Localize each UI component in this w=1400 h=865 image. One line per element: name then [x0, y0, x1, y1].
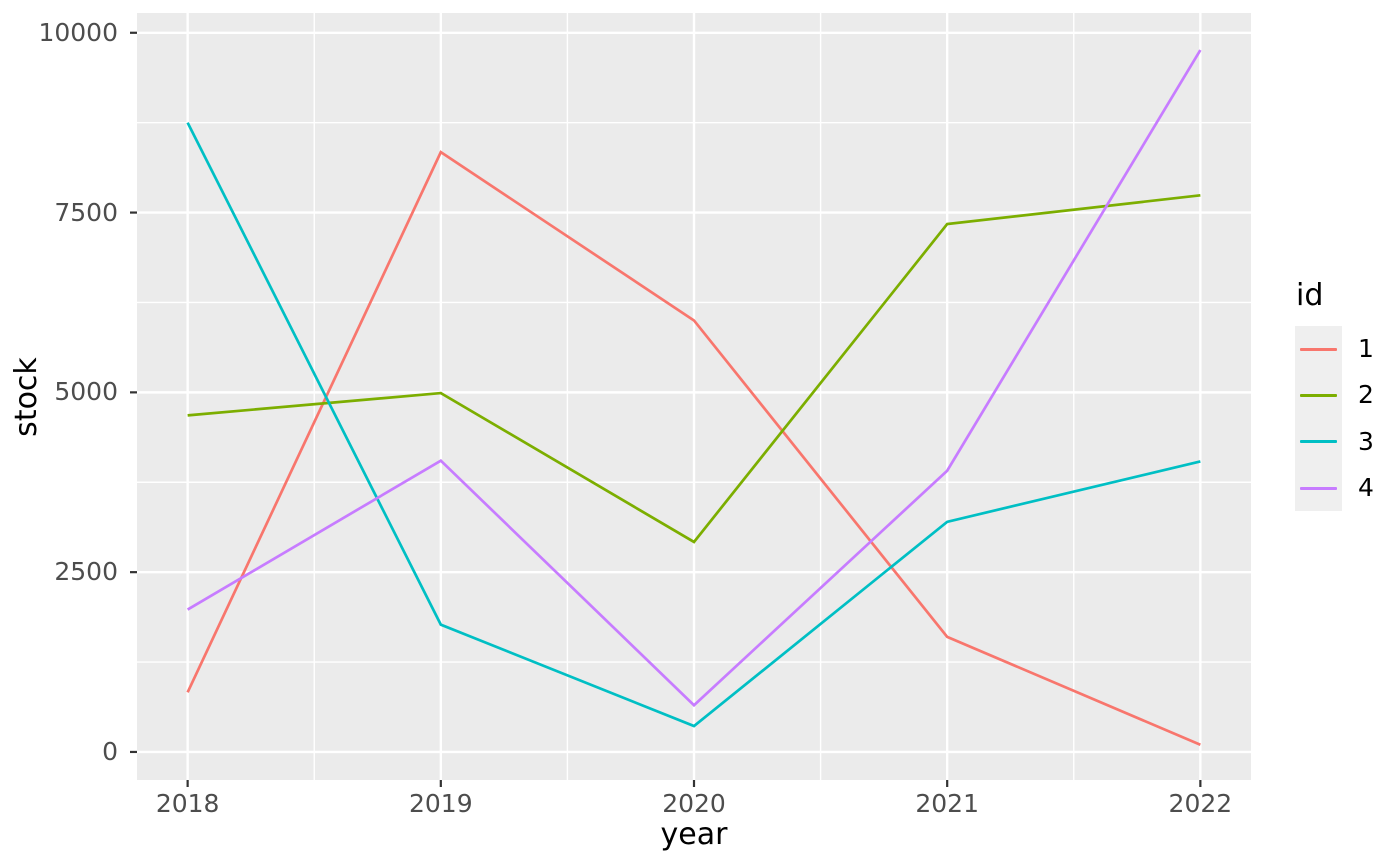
- legend-key-line: [1300, 486, 1337, 490]
- series-line-2: [187, 193, 1201, 544]
- series-line-1: [186, 150, 1201, 747]
- legend-key-line: [1300, 347, 1337, 351]
- legend-label: 4: [1358, 473, 1374, 503]
- legend-key-line: [1300, 393, 1337, 397]
- legend-title: id: [1296, 278, 1324, 313]
- legend-key: [1295, 326, 1342, 373]
- y-tick-label: 7500: [54, 197, 118, 227]
- legend-label: 1: [1358, 334, 1374, 364]
- legend-key: [1295, 372, 1342, 419]
- series-line-3: [186, 122, 1201, 728]
- legend-key: [1295, 464, 1342, 512]
- y-tick-label: 2500: [54, 557, 118, 587]
- x-tick-label: 2021: [915, 789, 979, 818]
- x-tick-label: 2019: [409, 789, 473, 818]
- legend-key-line: [1300, 440, 1337, 444]
- y-tick-label: 0: [102, 736, 118, 766]
- legend-label: 3: [1358, 426, 1374, 456]
- series-line-4: [186, 49, 1202, 708]
- legend-label: 2: [1358, 380, 1374, 410]
- legend-key: [1295, 418, 1342, 465]
- y-tick-label: 10000: [38, 17, 118, 47]
- x-tick-label: 2022: [1168, 789, 1233, 818]
- x-tick-label: 2018: [155, 789, 220, 818]
- y-tick-label: 5000: [54, 377, 118, 407]
- x-axis-title: year: [660, 817, 728, 852]
- x-tick-label: 2020: [662, 789, 726, 818]
